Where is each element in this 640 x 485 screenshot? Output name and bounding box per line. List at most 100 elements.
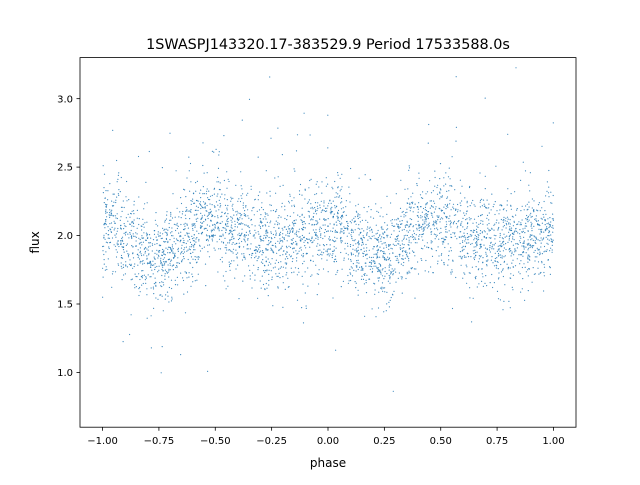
data-point <box>150 264 152 266</box>
data-point <box>294 222 296 224</box>
data-point <box>117 264 120 266</box>
data-point <box>447 206 449 208</box>
data-point <box>253 249 255 252</box>
data-point <box>328 238 330 240</box>
data-point <box>426 215 428 217</box>
data-point <box>147 274 149 276</box>
data-point <box>398 226 400 228</box>
data-point <box>531 227 533 229</box>
data-point <box>244 275 246 277</box>
data-point <box>466 200 468 202</box>
data-point <box>270 263 272 265</box>
data-point <box>277 286 279 288</box>
data-point <box>443 206 445 208</box>
data-point <box>214 224 216 226</box>
data-point <box>315 183 317 185</box>
data-point <box>474 234 476 236</box>
data-point <box>157 298 159 300</box>
data-point <box>441 217 443 219</box>
data-point <box>103 263 105 265</box>
data-point <box>442 240 444 242</box>
data-point <box>111 286 113 288</box>
data-point <box>117 263 119 265</box>
data-point <box>295 250 297 252</box>
data-point <box>422 219 424 221</box>
data-point <box>449 199 451 201</box>
data-point <box>363 283 365 285</box>
data-point <box>317 249 319 251</box>
data-point <box>287 226 289 228</box>
data-point <box>324 210 327 213</box>
data-point <box>340 188 342 190</box>
data-point <box>195 214 197 216</box>
data-point <box>520 222 522 224</box>
data-point <box>431 213 433 215</box>
data-point <box>226 220 228 222</box>
data-point <box>379 269 381 271</box>
data-point <box>211 214 213 216</box>
data-point <box>428 226 430 228</box>
data-point <box>280 247 282 249</box>
data-point <box>137 249 139 251</box>
data-point <box>331 230 334 233</box>
data-point <box>200 212 202 214</box>
data-point <box>334 196 336 198</box>
data-point <box>289 246 292 248</box>
data-point <box>550 234 552 236</box>
data-point <box>301 234 303 237</box>
data-point <box>497 278 500 280</box>
data-point <box>261 202 263 204</box>
data-point <box>407 188 409 190</box>
data-point <box>333 241 335 243</box>
data-point <box>509 267 511 269</box>
data-point <box>194 226 196 228</box>
data-point <box>523 242 525 244</box>
data-point <box>109 216 111 218</box>
data-point <box>296 235 298 237</box>
data-point <box>333 246 335 248</box>
data-point <box>325 177 327 179</box>
data-point <box>419 194 422 196</box>
data-point <box>146 235 148 237</box>
data-point <box>309 246 311 248</box>
data-point <box>212 236 214 238</box>
data-point <box>407 231 409 233</box>
data-point <box>414 242 416 244</box>
data-point <box>365 219 367 221</box>
data-point <box>527 256 529 258</box>
data-point <box>496 261 498 263</box>
data-point <box>310 178 312 180</box>
data-point <box>285 253 287 255</box>
data-point <box>375 316 377 318</box>
data-point <box>207 251 209 253</box>
data-point <box>505 217 507 219</box>
data-point <box>299 247 301 249</box>
data-point <box>133 265 135 268</box>
data-point <box>462 240 464 242</box>
data-point <box>413 207 415 209</box>
data-point <box>433 221 435 223</box>
data-point <box>144 247 146 249</box>
data-point <box>513 233 515 235</box>
data-point <box>347 254 349 256</box>
data-point <box>395 244 397 246</box>
data-point <box>164 231 166 233</box>
data-point <box>132 222 135 225</box>
data-point <box>356 262 358 264</box>
data-point <box>486 255 488 257</box>
data-point <box>440 189 442 191</box>
data-point <box>488 249 491 251</box>
data-point <box>178 216 180 218</box>
data-point <box>477 215 479 217</box>
data-point <box>144 252 146 254</box>
data-point <box>150 276 152 278</box>
data-point <box>484 188 486 190</box>
data-point <box>275 220 277 222</box>
data-point <box>271 248 273 250</box>
data-point <box>351 236 353 238</box>
data-point <box>295 243 297 245</box>
data-point <box>194 225 196 227</box>
data-point <box>523 209 525 211</box>
data-point <box>183 239 185 242</box>
data-point <box>317 207 319 210</box>
